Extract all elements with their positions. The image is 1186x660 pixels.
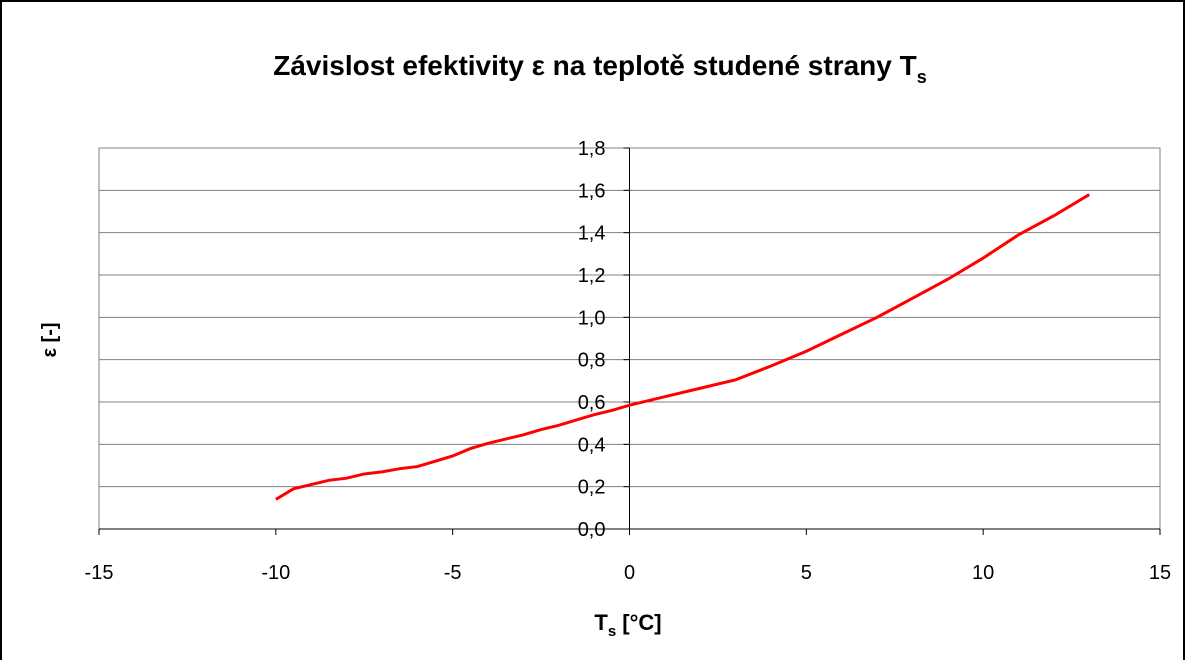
y-tick-label: 1,4	[578, 223, 606, 245]
y-tick-label: 1,8	[578, 138, 606, 160]
x-tick-label: 10	[972, 562, 994, 584]
xlabel-subscript: s	[608, 623, 616, 640]
x-tick-label: 5	[801, 562, 812, 584]
x-axis-label: Ts [°C]	[594, 610, 661, 640]
y-tick-label: 0,8	[578, 350, 606, 372]
y-tick-label: 1,2	[578, 265, 606, 287]
y-tick-label: 0,6	[578, 392, 606, 414]
y-tick-label: 1,6	[578, 180, 606, 202]
y-tick-label: 0,4	[578, 434, 606, 456]
x-tick-label: 0	[624, 562, 635, 584]
x-tick-label: 15	[1149, 562, 1171, 584]
data-line	[275, 193, 1091, 501]
chart-title: Závislost efektivity ε na teplotě studen…	[273, 50, 926, 87]
x-tick-label: -15	[85, 562, 114, 584]
xlabel-text: T	[594, 610, 608, 635]
title-text: Závislost efektivity ε na teplotě studen…	[273, 50, 916, 81]
title-subscript: s	[917, 67, 927, 87]
y-axis-label: ε [-]	[39, 322, 61, 357]
x-tick-label: -10	[261, 562, 290, 584]
y-tick-label: 1,0	[578, 307, 606, 329]
y-tick-label: 0,2	[578, 477, 606, 499]
y-tick-label: 0,0	[578, 519, 606, 541]
x-tick-label: -5	[444, 562, 462, 584]
xlabel-unit: [°C]	[616, 610, 661, 635]
